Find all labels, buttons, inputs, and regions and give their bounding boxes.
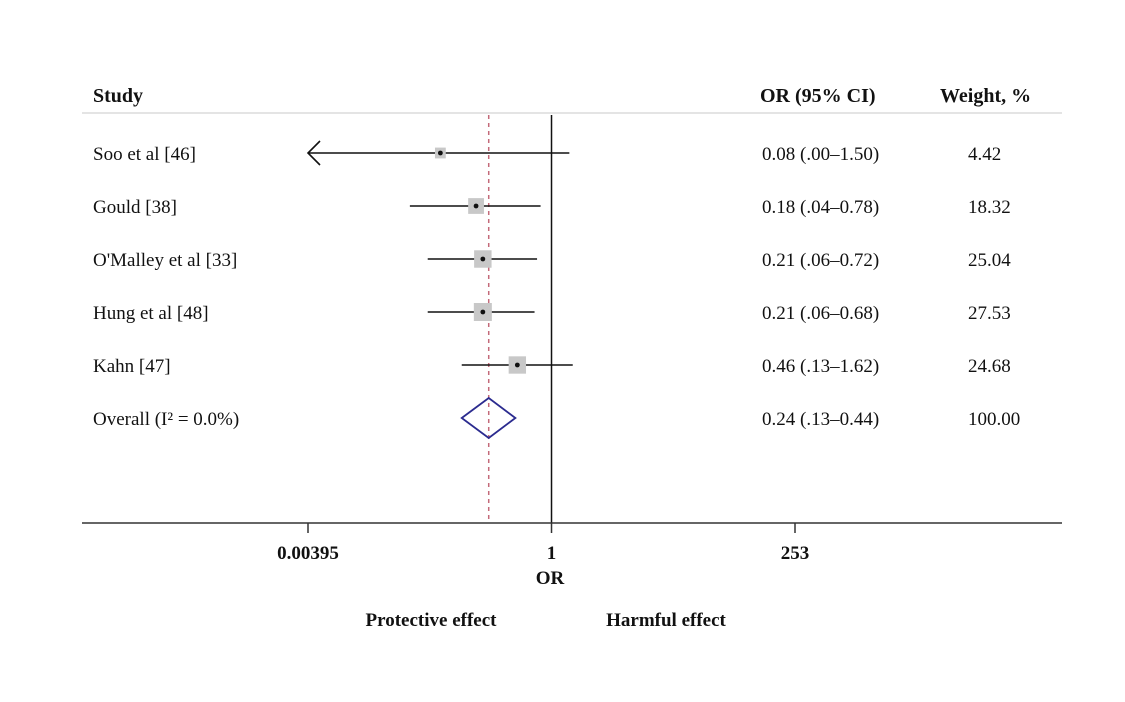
study-or-ci: 0.21 (.06–0.72): [762, 250, 879, 271]
study-point-estimate: [437, 150, 443, 156]
x-tick-label: 0.00395: [277, 543, 339, 564]
header-study: Study: [93, 85, 143, 107]
study-or-ci: 0.18 (.04–0.78): [762, 197, 879, 218]
study-label: Gould [38]: [93, 197, 177, 218]
study-weight: 25.04: [968, 250, 1011, 271]
study-or-ci: 0.46 (.13–1.62): [762, 356, 879, 377]
header-weight: Weight, %: [940, 85, 1031, 107]
study-point-estimate: [473, 203, 479, 209]
study-or-ci: 0.21 (.06–0.68): [762, 303, 879, 324]
study-weight: 4.42: [968, 144, 1001, 165]
study-point-estimate: [480, 256, 486, 262]
overall-weight: 100.00: [968, 409, 1020, 430]
study-point-estimate: [514, 362, 520, 368]
study-weight: 24.68: [968, 356, 1011, 377]
study-label: O'Malley et al [33]: [93, 250, 237, 271]
study-or-ci: 0.08 (.00–1.50): [762, 144, 879, 165]
overall-label: Overall (I² = 0.0%): [93, 409, 239, 430]
annotation-harmful: Harmful effect: [606, 610, 726, 631]
study-weight: 27.53: [968, 303, 1011, 324]
study-point-estimate: [480, 309, 486, 315]
overall-or-ci: 0.24 (.13–0.44): [762, 409, 879, 430]
study-label: Hung et al [48]: [93, 303, 209, 324]
overall-diamond: [460, 396, 517, 440]
ci-truncation-arrow: [306, 140, 321, 166]
x-axis-label: OR: [536, 568, 565, 589]
study-label: Soo et al [46]: [93, 144, 196, 165]
x-tick-label: 253: [781, 543, 810, 564]
annotation-protective: Protective effect: [366, 610, 498, 631]
study-weight: 18.32: [968, 197, 1011, 218]
x-axis-ticks: 0.00395 1 253: [277, 523, 809, 564]
header-or-ci: OR (95% CI): [760, 85, 876, 107]
x-tick-label: 1: [547, 543, 557, 564]
study-label: Kahn [47]: [93, 356, 171, 377]
forest-marks: Soo et al [46] 0.08 (.00–1.50) 4.42 Gould […: [93, 115, 1020, 523]
